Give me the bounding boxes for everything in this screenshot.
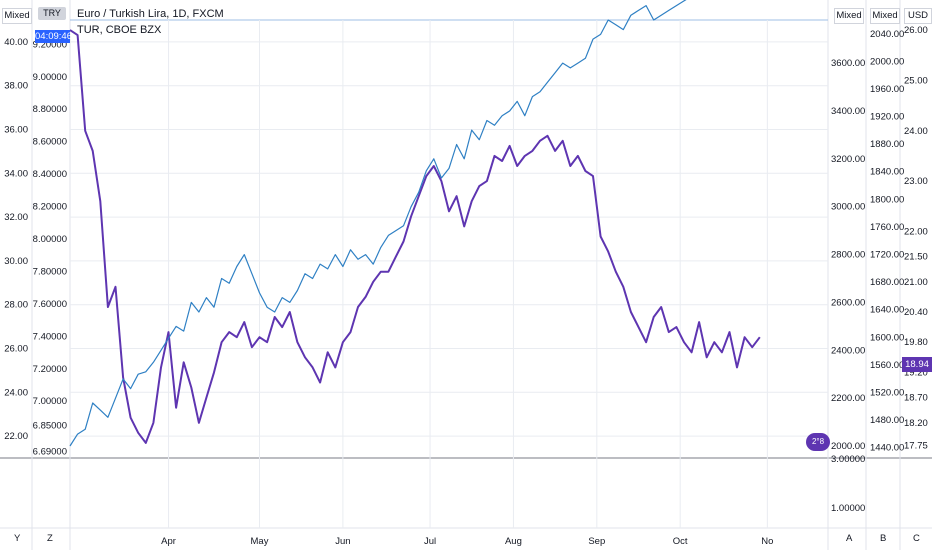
right-inner-mode-badge[interactable]: Mixed [834,8,864,24]
right-inner-tick: 2800.00 [831,250,865,261]
z-button[interactable]: Z [47,533,53,544]
right-mid-tick: 2000.00 [870,56,904,67]
left-outer-tick: 34.00 [4,168,28,179]
right-inner-tick: 3000.00 [831,202,865,213]
right-mid-tick: 2040.00 [870,29,904,40]
symbol-title[interactable]: Euro / Turkish Lira, 1D, FXCM [77,8,224,20]
left-outer-tick: 36.00 [4,125,28,136]
left-inner-tick: 7.00000 [33,396,67,407]
right-mid-tick: 1680.00 [870,277,904,288]
left-inner-tick: 7.60000 [33,299,67,310]
left-inner-axis: 9.20000 9.00000 8.80000 8.60000 8.40000 8.200… [33,39,67,457]
right-mid-tick: 1720.00 [870,250,904,261]
left-outer-tick: 26.00 [4,344,28,355]
left-outer-tick: 32.00 [4,212,28,223]
y-button[interactable]: Y [14,533,21,544]
left-inner-tick: 8.60000 [33,137,67,148]
right-mid-tick: 1640.00 [870,305,904,316]
right-mid-tick: 1760.00 [870,222,904,233]
right-inner-tick: 3200.00 [831,154,865,165]
x-tick-label: Jun [335,536,350,547]
lower-pane-tick: 1.00000 [831,503,865,514]
right-inner-tick: 2600.00 [831,297,865,308]
left-outer-tick: 28.00 [4,300,28,311]
time-axis: Apr May Jun Jul Aug Sep Oct No [161,536,773,547]
right-outer-axis: 26.00 25.00 24.00 23.00 22.00 21.50 21.00 20.40… [904,25,928,451]
right-outer-mode-badge[interactable]: Mixed [870,8,900,24]
left-outer-tick: 22.00 [4,431,28,442]
series-line-tur[interactable] [69,0,760,447]
right-mid-tick: 1560.00 [870,360,904,371]
left-inner-tick: 9.20000 [33,39,67,50]
last-price-label: 18.94 [902,357,932,372]
x-tick-label: Jul [424,536,436,547]
currency-badge: TRY [38,7,66,20]
a-button[interactable]: A [846,533,853,544]
right-outer-tick: 20.40 [904,307,928,318]
right-outer-tick: 24.00 [904,126,928,137]
left-inner-tick: 8.20000 [33,202,67,213]
series-line-eurtry[interactable] [69,29,761,444]
right-mid-axis: 2040.00 2000.00 1960.00 1920.00 1880.00 1840.… [870,29,904,454]
right-outer-tick: 19.20 [904,367,928,378]
right-mid-tick: 1440.00 [870,443,904,454]
right-outer-tick: 26.00 [904,25,928,36]
usd-badge[interactable]: USD [904,8,932,24]
right-mid-tick: 1920.00 [870,112,904,123]
lower-pane-axis: 3.00000 1.00000 [831,454,865,514]
right-inner-tick: 2000.00 [831,441,865,452]
x-tick-label: Oct [673,536,688,547]
right-mid-tick: 1480.00 [870,415,904,426]
left-inner-tick: 7.20000 [33,364,67,375]
left-outer-tick: 38.00 [4,81,28,92]
x-tick-label: May [251,536,269,547]
lower-pane-tick: 3.00000 [831,454,865,465]
left-inner-tick: 7.40000 [33,331,67,342]
right-outer-tick: 25.00 [904,75,928,86]
right-outer-tick: 19.80 [904,337,928,348]
left-inner-tick: 7.80000 [33,266,67,277]
right-outer-tick: 21.00 [904,277,928,288]
left-inner-tick: 8.00000 [33,234,67,245]
right-inner-tick: 2200.00 [831,393,865,404]
left-inner-tick: 6.69000 [33,447,67,458]
right-mid-tick: 1600.00 [870,332,904,343]
left-mode-badge[interactable]: Mixed [2,8,32,24]
right-inner-axis: 3600.00 3400.00 3200.00 3000.00 2800.00 2600.… [831,58,865,452]
c-button[interactable]: C [913,533,920,544]
left-outer-axis: 40.00 38.00 36.00 34.00 32.00 30.00 28.00 26.00… [4,37,28,442]
right-inner-tick: 3600.00 [831,58,865,69]
right-outer-tick: 18.20 [904,418,928,429]
series-layer [69,0,761,447]
left-inner-tick: 8.40000 [33,169,67,180]
countdown-badge: 04:09:46 [35,30,72,43]
right-inner-tick: 3400.00 [831,106,865,117]
left-outer-tick: 40.00 [4,37,28,48]
right-outer-tick: 22.00 [904,226,928,237]
right-mid-tick: 1800.00 [870,194,904,205]
right-mid-tick: 1840.00 [870,167,904,178]
right-mid-tick: 1960.00 [870,84,904,95]
right-mid-tick: 1520.00 [870,387,904,398]
right-outer-tick: 18.70 [904,393,928,404]
left-inner-tick: 9.00000 [33,72,67,83]
x-tick-label: No [761,536,773,547]
compare-symbol[interactable]: TUR, CBOE BZX [77,24,162,36]
right-inner-tick: 2400.00 [831,345,865,356]
left-inner-tick: 8.80000 [33,104,67,115]
right-outer-tick: 21.50 [904,252,928,263]
x-tick-label: Apr [161,536,176,547]
right-mid-tick: 1880.00 [870,139,904,150]
x-tick-label: Aug [505,536,522,547]
x-tick-label: Sep [588,536,605,547]
right-outer-tick: 23.00 [904,176,928,187]
b-button[interactable]: B [880,533,887,544]
right-outer-tick: 17.75 [904,440,928,451]
left-inner-tick: 6.85000 [33,421,67,432]
left-outer-tick: 30.00 [4,256,28,267]
left-outer-tick: 24.00 [4,387,28,398]
watermark-logo: 2°8 [806,433,830,451]
